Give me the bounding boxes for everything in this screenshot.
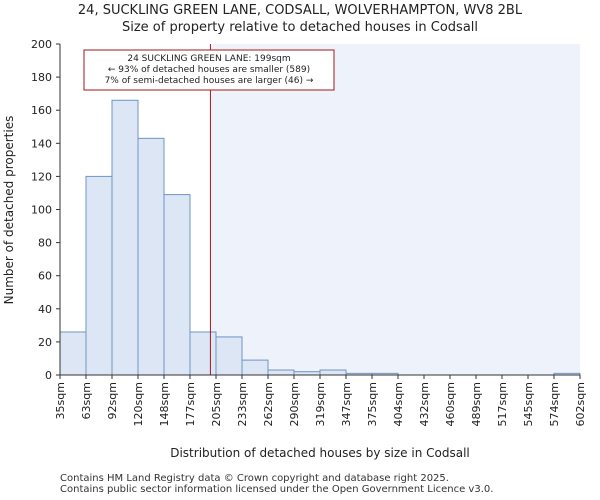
x-tick-label-177sqm: 177sqm: [184, 382, 197, 426]
x-tick-label-120sqm: 120sqm: [132, 382, 145, 426]
bar-92sqm: [111, 99, 139, 376]
x-tick-label-404sqm: 404sqm: [392, 382, 405, 426]
annotation-box: [83, 49, 335, 91]
y-tick-label-80: 80: [38, 237, 52, 250]
x-axis-label: Distribution of detached houses by size …: [170, 446, 470, 460]
x-tick-label-545sqm: 545sqm: [522, 382, 535, 426]
bars: [59, 99, 581, 376]
x-tick-label-92sqm: 92sqm: [106, 382, 119, 419]
chart-title: 24, SUCKLING GREEN LANE, CODSALL, WOLVER…: [78, 3, 523, 18]
bar-148sqm: [163, 194, 191, 376]
bar-120sqm: [137, 137, 165, 376]
y-axis-label: Number of detached properties: [2, 116, 16, 305]
x-tick-label-375sqm: 375sqm: [366, 382, 379, 426]
x-tick-label-347sqm: 347sqm: [340, 382, 353, 426]
x-tick-label-290sqm: 290sqm: [288, 382, 301, 426]
bar-233sqm: [241, 359, 269, 376]
x-tick-label-205sqm: 205sqm: [210, 382, 223, 426]
highlight-region: [210, 44, 580, 375]
y-tick-label-60: 60: [38, 270, 52, 283]
bar-262sqm: [267, 369, 295, 376]
x-tick-label-602sqm: 602sqm: [574, 382, 587, 426]
x-tick-label-262sqm: 262sqm: [262, 382, 275, 426]
x-tick-label-148sqm: 148sqm: [158, 382, 171, 426]
x-tick-label-233sqm: 233sqm: [236, 382, 249, 426]
x-tick-label-432sqm: 432sqm: [418, 382, 431, 426]
footer-line-2: Contains public sector information licen…: [60, 484, 494, 495]
bar-177sqm: [189, 331, 217, 376]
y-tick-label-180: 180: [31, 71, 52, 84]
x-tick-label-63sqm: 63sqm: [80, 382, 93, 419]
x-tick-label-489sqm: 489sqm: [470, 382, 483, 426]
x-tick-label-35sqm: 35sqm: [54, 382, 67, 419]
bar-205sqm: [215, 336, 243, 376]
y-ticks: 0 20 40 60 80 100 120 140 160 180 200: [31, 38, 60, 382]
x-tick-label-574sqm: 574sqm: [548, 382, 561, 426]
bar-319sqm: [319, 369, 347, 376]
y-tick-label-0: 0: [45, 369, 52, 382]
footer-line-1: Contains HM Land Registry data © Crown c…: [60, 473, 449, 484]
x-tick-label-460sqm: 460sqm: [444, 382, 457, 426]
y-tick-label-20: 20: [38, 336, 52, 349]
y-tick-label-140: 140: [31, 137, 52, 150]
y-tick-label-40: 40: [38, 303, 52, 316]
annotation-line-2: ← 93% of detached houses are smaller (58…: [108, 65, 310, 75]
bar-35sqm: [59, 331, 87, 376]
annotation-line-1: 24 SUCKLING GREEN LANE: 199sqm: [127, 54, 290, 64]
chart-subtitle: Size of property relative to detached ho…: [122, 20, 478, 35]
bar-63sqm: [85, 175, 113, 376]
x-tick-label-319sqm: 319sqm: [314, 382, 327, 426]
y-tick-label-200: 200: [31, 38, 52, 51]
y-tick-label-120: 120: [31, 170, 52, 183]
x-tick-label-517sqm: 517sqm: [496, 382, 509, 426]
y-tick-label-100: 100: [31, 204, 52, 217]
annotation-line-3: 7% of semi-detached houses are larger (4…: [105, 76, 314, 86]
y-tick-label-160: 160: [31, 104, 52, 117]
x-ticks: 35sqm 63sqm 92sqm 120sqm 148sqm 177sqm 205sqm 2…: [54, 375, 587, 426]
